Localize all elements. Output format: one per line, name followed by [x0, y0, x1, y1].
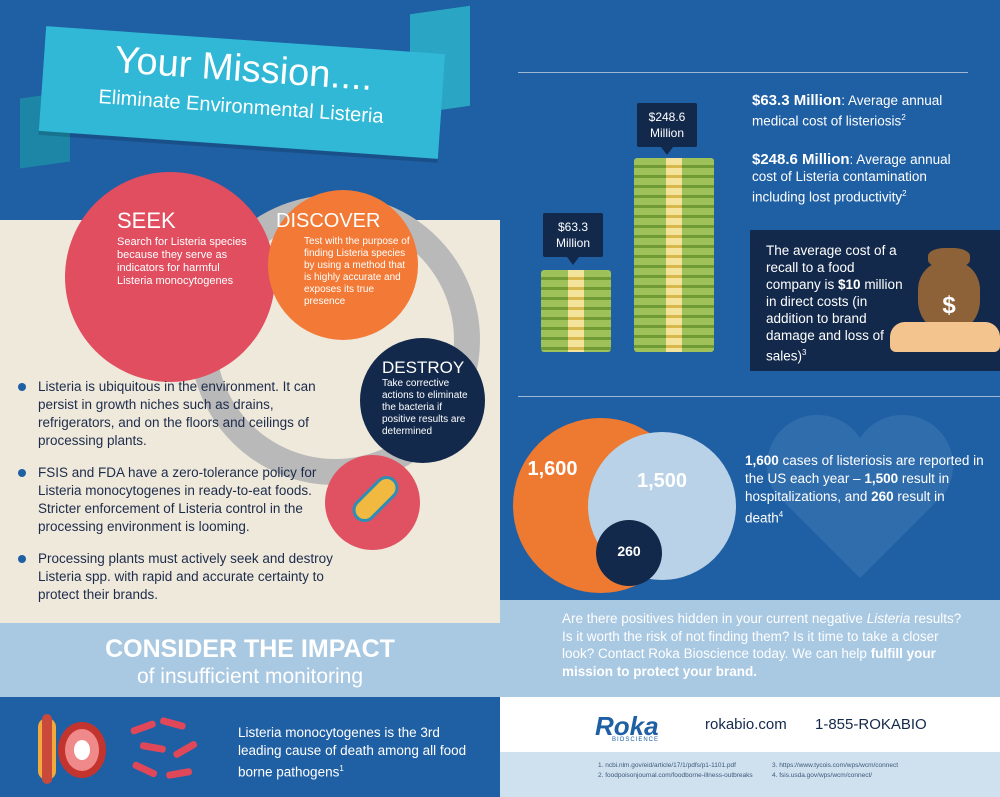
- stats-ref: 4: [778, 510, 784, 519]
- destroy-text: Take corrective actions to eliminate the…: [382, 378, 468, 437]
- contamination-cost-amount: $248.6 Million: [752, 151, 850, 168]
- bullet-item: Listeria is ubiquitous in the environmen…: [18, 378, 338, 450]
- contamination-cost-desc: : Average annual cost of Listeria contam…: [752, 152, 951, 205]
- death-fact-ref: 1: [339, 764, 344, 773]
- consider-impact-band: CONSIDER THE IMPACT of insufficient moni…: [0, 623, 500, 697]
- ham-icon: [58, 722, 106, 778]
- death-fact: Listeria monocytogenes is the 3rd leadin…: [238, 724, 468, 782]
- recall-ref: 3: [802, 348, 807, 357]
- large-amount-unit: Million: [649, 126, 684, 140]
- discover-text: Test with the purpose of finding Listeri…: [304, 236, 410, 307]
- seek-title: SEEK: [117, 208, 176, 233]
- roka-logo-sub: BIOSCIENCE: [612, 737, 660, 743]
- hand-icon: [890, 322, 1000, 352]
- reference-item[interactable]: 2. foodpoisonjournal.com/foodborne-illne…: [598, 772, 753, 779]
- reference-item[interactable]: 4. fsis.usda.gov/wps/wcm/connect/: [772, 772, 873, 779]
- venn-deaths-value: 260: [617, 543, 641, 559]
- venn-hospitalizations-value: 1,500: [636, 470, 688, 492]
- website-link[interactable]: rokabio.com: [705, 716, 787, 733]
- references: 1. ncbi.nlm.gov/eid/article/17/1/pdfs/p1…: [500, 752, 1000, 797]
- seek-text: Search for Listeria species because they…: [117, 236, 247, 287]
- recall-amount: $10: [838, 277, 861, 292]
- roka-logo[interactable]: Roka: [595, 711, 659, 741]
- stats-deaths: 260: [871, 489, 894, 504]
- stats-text-1: cases of listeriosis are reported in the…: [745, 453, 984, 486]
- bullet-text: Processing plants must actively seek and…: [38, 551, 333, 602]
- stats-text-2: result in hospitalizations, and: [745, 471, 950, 504]
- bullet-text: Listeria is ubiquitous in the environmen…: [38, 379, 316, 448]
- death-fact-text: Listeria monocytogenes is the 3rd leadin…: [238, 725, 467, 780]
- bullet-text: FSIS and FDA have a zero-tolerance polic…: [38, 465, 317, 534]
- reference-item[interactable]: 3. https://www.tycois.com/wps/wcm/connec…: [772, 762, 899, 769]
- stats-text-3: result in death: [745, 489, 945, 526]
- contamination-cost: $248.6 Million: Average annual cost of L…: [752, 151, 972, 206]
- moneybag-dollar: $: [942, 292, 956, 319]
- listeriosis-stats: 1,600 cases of listeriosis are reported …: [745, 452, 985, 528]
- small-amount-unit: Million: [555, 236, 590, 250]
- small-amount-value: $63.3: [557, 220, 589, 234]
- stats-hospitalizations: 1,500: [864, 471, 899, 486]
- medical-cost: $63.3 Million: Average annual medical co…: [752, 92, 972, 130]
- medical-cost-amount: $63.3 Million: [752, 92, 842, 109]
- cta-italic: Listeria: [866, 611, 911, 626]
- bacteria-cluster-icon: [130, 717, 198, 779]
- recall-text-pre: The average cost of a recall to a food c…: [766, 243, 897, 292]
- seek-circle: SEEK Search for Listeria species because…: [65, 172, 275, 382]
- contamination-cost-ref: 2: [902, 189, 907, 198]
- cta-text-2: results? Is it worth the risk of not fin…: [562, 611, 962, 661]
- heart-icon: [766, 414, 954, 578]
- cta-bold: fulfill your mission to protect your bra…: [562, 646, 936, 679]
- cta-text: Are there positives hidden in your curre…: [562, 610, 962, 680]
- destroy-circle: DESTROY Take corrective actions to elimi…: [360, 338, 485, 463]
- large-amount-value: $248.6: [648, 110, 686, 124]
- cta-band: [500, 600, 1000, 697]
- moneybag-icon: [918, 262, 980, 332]
- large-money-band: [666, 158, 682, 352]
- medical-cost-desc: : Average annual medical cost of listeri…: [752, 93, 943, 129]
- discover-title: DISCOVER: [276, 210, 381, 232]
- consider-title: CONSIDER THE IMPACT: [105, 635, 395, 663]
- bullet-item: FSIS and FDA have a zero-tolerance polic…: [18, 464, 338, 536]
- small-money-band: [568, 270, 584, 352]
- stats-cases: 1,600: [745, 453, 779, 468]
- large-amount-bubble: $248.6 Million: [637, 103, 697, 155]
- recall-text: The average cost of a recall to a food c…: [766, 242, 911, 365]
- bullet-dot-icon: [18, 383, 26, 391]
- discover-circle: DISCOVER Test with the purpose of findin…: [268, 190, 418, 340]
- bullet-dot-icon: [18, 469, 26, 477]
- small-amount-bubble: $63.3 Million: [543, 213, 603, 265]
- medical-cost-ref: 2: [901, 113, 906, 122]
- reference-item[interactable]: 1. ncbi.nlm.gov/eid/article/17/1/pdfs/p1…: [598, 762, 736, 769]
- recall-text-post: million in direct costs (in addition to …: [766, 277, 903, 364]
- bullet-list: Listeria is ubiquitous in the environmen…: [18, 378, 338, 618]
- destroy-title: DESTROY: [382, 358, 465, 377]
- venn-deaths-circle: 260: [596, 520, 662, 586]
- hotdog-icon: [38, 714, 56, 784]
- cta-text-1: Are there positives hidden in your curre…: [562, 611, 867, 626]
- venn-cases-value: 1,600: [527, 458, 578, 480]
- bullet-dot-icon: [18, 555, 26, 563]
- divider-middle: [518, 396, 1000, 397]
- divider-top: [518, 72, 968, 73]
- bullet-item: Processing plants must actively seek and…: [18, 550, 338, 604]
- phone-number[interactable]: 1-855-ROKABIO: [815, 716, 927, 733]
- footer: Roka BIOSCIENCE rokabio.com 1-855-ROKABI…: [500, 697, 1000, 752]
- food-icons: [38, 714, 198, 784]
- consider-subtitle: of insufficient monitoring: [136, 665, 364, 688]
